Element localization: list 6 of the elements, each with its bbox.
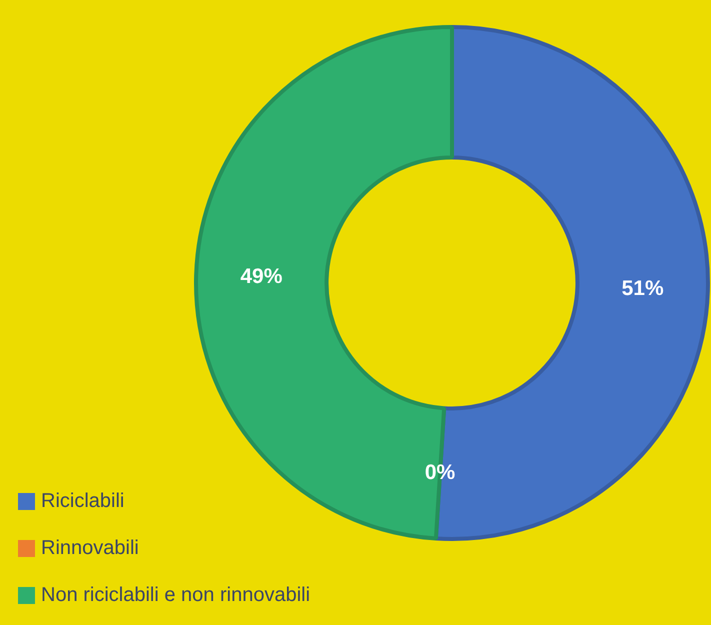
- text: 0%: [424, 461, 456, 484]
- data-label: 51%: [622, 276, 664, 300]
- legend-label: Riciclabili: [41, 490, 124, 513]
- legend-label: Non riciclabili e non rinnovabili: [41, 584, 310, 607]
- data-label: 49%: [240, 264, 283, 288]
- legend-label: Rinnovabili: [41, 537, 139, 560]
